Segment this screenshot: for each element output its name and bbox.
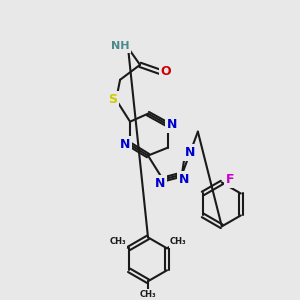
- Text: CH₃: CH₃: [140, 290, 156, 299]
- Text: N: N: [167, 118, 177, 131]
- Text: N: N: [155, 177, 165, 190]
- Text: N: N: [120, 138, 130, 151]
- Text: NH: NH: [111, 41, 129, 51]
- Text: F: F: [226, 173, 234, 186]
- Text: S: S: [109, 93, 118, 106]
- Text: CH₃: CH₃: [109, 237, 126, 246]
- Text: CH₃: CH₃: [170, 237, 187, 246]
- Text: N: N: [179, 173, 189, 186]
- Text: N: N: [185, 146, 195, 159]
- Text: O: O: [160, 65, 171, 78]
